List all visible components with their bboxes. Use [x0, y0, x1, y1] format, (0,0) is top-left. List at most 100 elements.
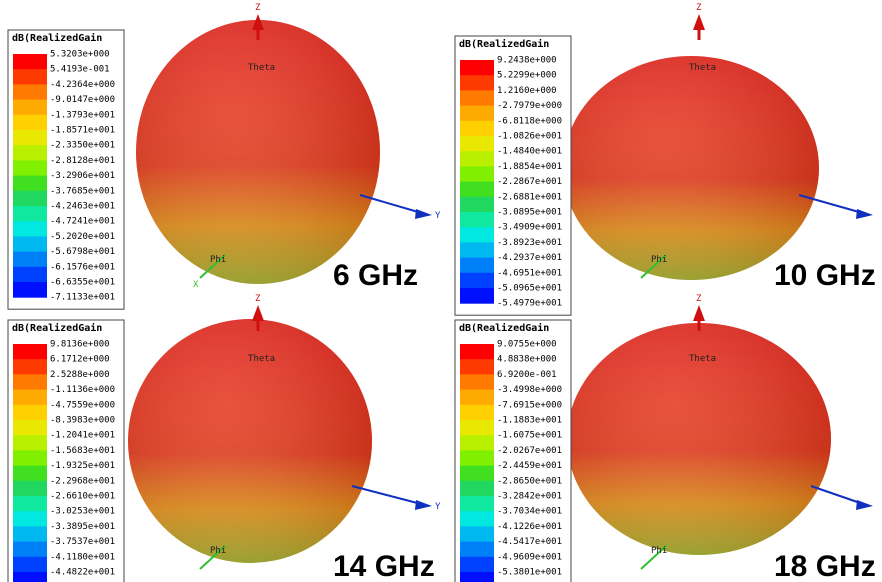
y-axis: [359, 194, 426, 215]
legend-value: -4.1180e+001: [50, 552, 115, 562]
legend-band: [13, 526, 47, 543]
legend-value: -1.1136e+000: [50, 385, 115, 395]
pattern-shading: [563, 56, 819, 280]
legend-value: -2.7979e+000: [497, 101, 562, 111]
z-arrow: [252, 14, 264, 30]
legend-value: -4.6951e+001: [497, 268, 562, 278]
frequency-label: 18 GHz: [774, 550, 876, 582]
legend-band: [13, 266, 47, 283]
legend-band: [13, 190, 47, 207]
z-label: Z: [696, 294, 702, 304]
legend-band: [13, 556, 47, 573]
legend-value: -1.5683e+001: [50, 446, 115, 456]
legend-band: [460, 450, 494, 467]
legend-band: [13, 480, 47, 497]
pattern-shading: [136, 20, 380, 284]
legend-value: -2.4459e+001: [497, 461, 562, 471]
panel: Z Theta Y Phi dB(RealizedGain 9.8136e+000 6.17…: [7, 294, 441, 582]
pattern-shading: [567, 323, 831, 555]
frequency-label: 14 GHz: [333, 550, 435, 582]
frequency-label: 6 GHz: [333, 259, 418, 292]
phi-label: Phi: [210, 255, 226, 265]
legend-band: [460, 435, 494, 451]
legend-band: [13, 374, 47, 391]
legend-band: [13, 420, 47, 436]
legend-value: -2.0267e+001: [497, 446, 562, 456]
legend-title: dB(RealizedGain: [459, 38, 549, 50]
legend-value: -9.0147e+000: [50, 95, 115, 105]
legend-value: 5.4193e-001: [50, 65, 110, 75]
theta-label: Theta: [689, 63, 716, 73]
legend-value: -1.3793e+001: [50, 110, 115, 120]
legend-band: [13, 344, 47, 360]
legend-band: [460, 120, 494, 137]
legend-value: 5.2299e+000: [497, 71, 557, 81]
legend-band: [460, 420, 494, 436]
legend-band: [13, 251, 47, 268]
legend-band: [460, 359, 494, 375]
legend-band: [13, 69, 47, 85]
legend-value: 5.3203e+000: [50, 50, 110, 60]
legend-band: [460, 272, 494, 289]
legend-value: -3.4909e+001: [497, 223, 562, 233]
legend-band: [460, 389, 494, 406]
legend-band: [460, 90, 494, 107]
legend-band: [13, 465, 47, 482]
legend-value: -1.8854e+001: [497, 162, 562, 172]
legend-value: -2.6881e+001: [497, 192, 562, 202]
y-axis: [798, 194, 867, 215]
theta-label: Theta: [689, 354, 716, 364]
legend-value: -5.3801e+001: [497, 568, 562, 578]
z-arrow: [693, 14, 705, 30]
x-axis: [640, 254, 667, 279]
legend-value: -3.7537e+001: [50, 537, 115, 547]
legend-band: [13, 404, 47, 421]
x-axis: [640, 545, 667, 570]
legend-band: [460, 105, 494, 122]
legend-title: dB(RealizedGain: [459, 322, 549, 334]
z-label: Z: [255, 294, 261, 304]
z-label: Z: [696, 3, 702, 13]
legend-band: [460, 374, 494, 391]
legend-value: -6.6355e+001: [50, 278, 115, 288]
y-label: Y: [435, 502, 441, 512]
panel: Z Theta Phi dB(RealizedGain 9.2438e+000 5.229…: [454, 3, 876, 316]
legend-value: 6.9200e-001: [497, 370, 557, 380]
legend-band: [13, 359, 47, 375]
legend-value: -4.2937e+001: [497, 253, 562, 263]
legend-value: -2.3350e+001: [50, 141, 115, 151]
legend-band: [13, 130, 47, 146]
legend-band: [460, 227, 494, 243]
legend-band: [13, 389, 47, 406]
legend-value: -4.4822e+001: [50, 568, 115, 578]
y-arrow: [415, 500, 432, 510]
legend-band: [460, 496, 494, 512]
pattern-shading: [128, 319, 372, 563]
y-axis: [351, 485, 426, 506]
legend-value: -4.7241e+001: [50, 217, 115, 227]
legend-band: [13, 496, 47, 512]
z-arrow: [693, 305, 705, 321]
x-label: X: [193, 280, 199, 290]
legend-band: [460, 526, 494, 543]
legend-value: -6.8118e+000: [497, 116, 562, 126]
y-arrow: [415, 209, 432, 219]
x-axis: [199, 254, 226, 279]
legend-band: [460, 511, 494, 527]
legend-value: 2.5288e+000: [50, 370, 110, 380]
theta-label: Theta: [248, 354, 275, 364]
legend-value: -1.8571e+001: [50, 126, 115, 136]
legend-value: 1.2160e+000: [497, 86, 557, 96]
legend-value: -6.1576e+001: [50, 262, 115, 272]
legend-value: -2.8128e+001: [50, 156, 115, 166]
legend-band: [13, 221, 47, 237]
legend-band: [13, 175, 47, 192]
legend-value: 9.2438e+000: [497, 56, 557, 66]
legend-value: -3.7034e+001: [497, 507, 562, 517]
legend-band: [13, 236, 47, 253]
legend-band: [460, 242, 494, 259]
legend-value: -4.2364e+000: [50, 80, 115, 90]
legend-band: [460, 257, 494, 274]
legend-value: -2.2867e+001: [497, 177, 562, 187]
legend-band: [13, 84, 47, 101]
